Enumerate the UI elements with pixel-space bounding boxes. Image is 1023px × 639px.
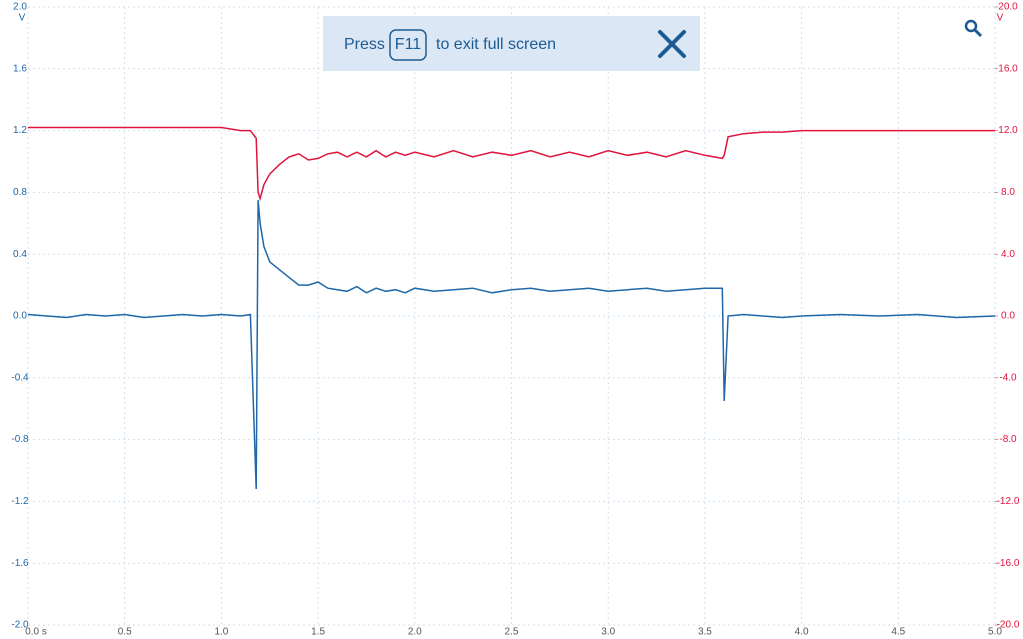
y-unit: V [19,13,26,24]
y2-tick-label: 12.0 [998,125,1018,136]
key-box [389,29,427,61]
y2-tick-label: 0.0 [1001,311,1015,322]
y-tick-label: -2.0 [11,620,29,631]
y2-tick-label: 20.0 [998,2,1018,13]
x-tick-label: 0.0 s [25,627,47,638]
x-tick-label: 5.0 [988,627,1002,638]
y2-tick-label: -4.0 [999,372,1017,383]
y-tick-label: 0.4 [13,249,27,260]
y-tick-label: 0.8 [13,187,27,198]
y2-tick-label: 4.0 [1001,249,1015,260]
y2-tick-label: -20.0 [997,620,1020,631]
x-tick-label: 4.0 [795,627,809,638]
banner-key: F11 [395,36,421,53]
trace [28,126,995,202]
banner-bg [323,16,700,71]
x-tick-label: 4.5 [891,627,905,638]
y2-tick-label: -16.0 [997,558,1020,569]
y-tick-label: 2.0 [13,2,27,13]
x-tick-label: 2.5 [505,627,519,638]
y-tick-label: -1.6 [11,558,29,569]
plot: 0.0 s 0.5 1.0 1.5 2.0 2.5 3.0 3.5 4.0 4.5 5.0 -2.0 -… [11,2,1019,638]
y-tick-label: 0.0 [13,311,27,322]
y-tick-label: 1.6 [13,63,27,74]
x-tick-label: 1.5 [311,627,325,638]
x-tick-label: 1.0 [214,627,228,638]
y2-tick-label: -12.0 [997,496,1020,507]
trace [27,200,996,490]
x-tick-label: 3.5 [698,627,712,638]
close-button[interactable] [658,30,686,58]
y-tick-label: -1.2 [11,496,29,507]
x-tick-label: 3.0 [601,627,615,638]
zoom-icon[interactable] [964,19,983,38]
y2-tick-label: -8.0 [999,434,1017,445]
y-tick-label: -0.8 [11,434,29,445]
banner-message: to exit full screen [436,36,556,53]
y-tick-label: -0.4 [11,372,29,383]
y2-tick-label: 8.0 [1001,187,1015,198]
x-tick-label: 0.5 [118,627,132,638]
y2-tick-label: 16.0 [998,63,1018,74]
y2-unit: V [997,13,1004,24]
x-tick-label: 2.0 [408,627,422,638]
y-tick-label: 1.2 [13,125,27,136]
banner-press: Press [344,36,385,53]
banner: Press F11 to exit full screen [323,16,700,71]
